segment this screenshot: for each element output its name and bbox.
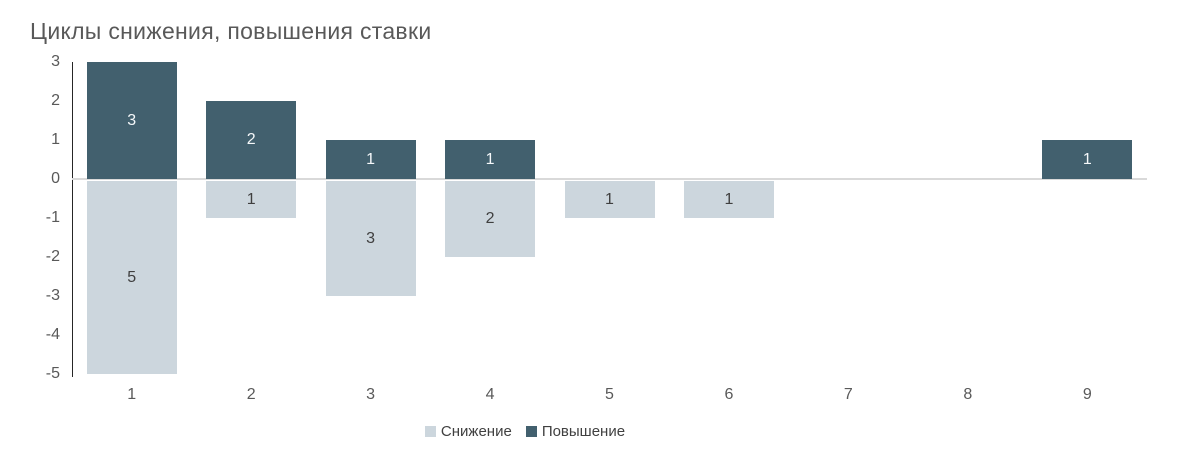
bar-value-label: 1 [724, 190, 734, 208]
bar-decrease-5: 1 [564, 181, 655, 218]
bar-decrease-1: 5 [86, 181, 177, 374]
y-tick-label: 3 [51, 53, 60, 70]
y-axis-line [72, 62, 73, 377]
bar-value-label: 1 [485, 150, 495, 168]
bar-decrease-6: 1 [683, 181, 774, 218]
y-tick-label: -3 [45, 287, 60, 304]
bar-decrease-3: 3 [325, 181, 416, 296]
y-tick-label: 2 [51, 92, 60, 109]
bar-value-label: 3 [366, 229, 376, 247]
x-category-label: 1 [127, 386, 137, 403]
bar-value-label: 1 [366, 150, 376, 168]
bar-decrease-2: 1 [206, 181, 297, 218]
bar-increase-4: 1 [445, 140, 536, 179]
bar-value-label: 2 [485, 210, 495, 227]
legend: Снижение Повышение [0, 423, 1050, 440]
bar-decrease-4: 2 [445, 181, 536, 257]
bar-increase-9: 1 [1042, 140, 1133, 179]
y-tick-label: -1 [45, 209, 60, 226]
x-category-label: 6 [724, 386, 734, 403]
zero-gridline [72, 178, 1147, 180]
legend-label: Снижение [440, 423, 512, 440]
x-category-label: 3 [366, 386, 376, 403]
bar-value-label: 2 [246, 131, 256, 148]
y-tick-label: -2 [45, 248, 60, 265]
x-category-label: 7 [843, 386, 853, 403]
x-category-label: 2 [246, 386, 256, 403]
bar-increase-1: 3 [86, 62, 177, 179]
y-tick-label: -4 [45, 326, 60, 343]
legend-item-increase: Повышение [525, 423, 626, 440]
bar-value-label: 1 [605, 190, 614, 208]
bar-value-label: 1 [1082, 150, 1092, 168]
bar-increase-2: 2 [206, 101, 297, 179]
bar-value-label: 1 [246, 190, 256, 208]
legend-swatch-icon [525, 426, 537, 437]
bar-increase-3: 1 [325, 140, 416, 179]
legend-swatch-icon [424, 426, 436, 437]
x-category-label: 4 [485, 386, 495, 403]
y-tick-label: 0 [51, 170, 60, 187]
x-category-label: 9 [1082, 386, 1092, 403]
bar-value-label: 3 [127, 111, 137, 129]
x-category-label: 8 [963, 386, 973, 403]
legend-label: Повышение [541, 423, 626, 440]
x-category-label: 5 [605, 386, 614, 403]
y-tick-label: -5 [45, 365, 60, 382]
y-tick-label: 1 [51, 131, 60, 148]
legend-item-decrease: Снижение [424, 423, 512, 440]
chart-title: Циклы снижения, повышения ставки [30, 18, 432, 44]
bar-value-label: 5 [127, 268, 137, 286]
